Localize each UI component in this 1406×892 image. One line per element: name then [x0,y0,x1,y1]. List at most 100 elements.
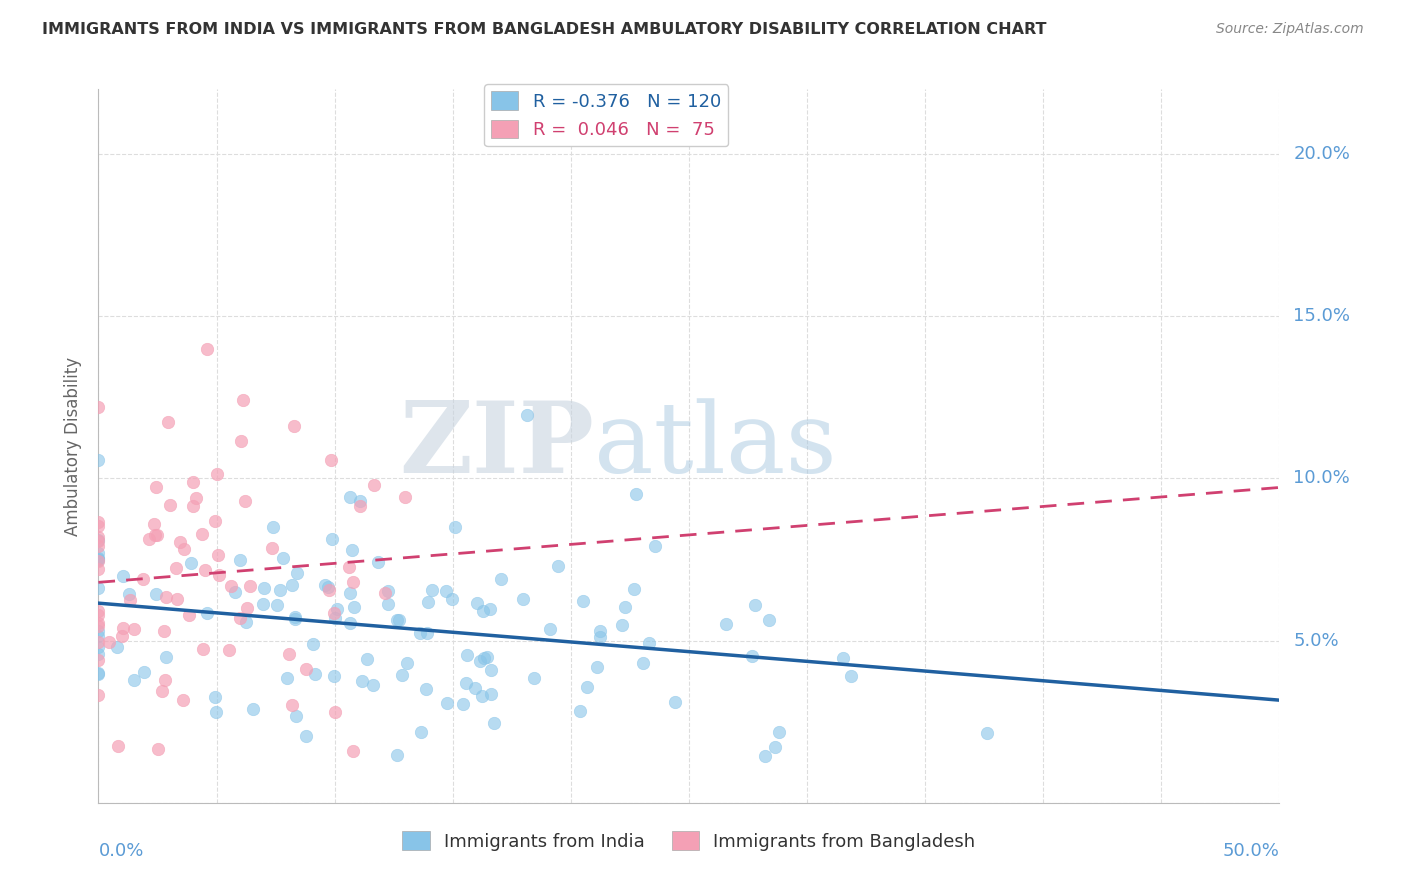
Point [143,527,166,541]
Point [87,539,110,553]
Point [111,629,134,643]
Point [572,594,595,608]
Point [631,656,654,670]
Point [284,609,307,624]
Point [221,579,243,593]
Point [434,584,457,599]
Point [166,592,188,607]
Point [284,612,307,626]
Point [122,673,145,688]
Point [204,690,226,705]
Point [744,598,766,612]
Point [478,602,501,616]
Point [87,604,110,618]
Point [235,615,257,630]
Point [87,519,110,533]
Point [976,726,998,740]
Point [157,415,180,429]
Point [323,606,346,620]
Legend: Immigrants from India, Immigrants from Bangladesh: Immigrants from India, Immigrants from B… [395,824,983,858]
Point [588,624,610,638]
Point [589,630,612,644]
Point [342,575,364,590]
Point [180,556,202,570]
Point [575,680,598,694]
Point [302,636,325,650]
Point [472,651,495,665]
Point [714,617,737,632]
Point [87,530,110,544]
Point [395,657,418,671]
Point [638,635,661,649]
Point [87,608,110,623]
Point [229,610,252,624]
Point [134,665,156,679]
Point [319,453,342,467]
Point [87,453,110,467]
Point [321,532,343,546]
Point [232,392,254,407]
Point [586,660,609,674]
Point [87,648,110,662]
Point [262,520,284,534]
Point [523,671,546,685]
Point [456,648,478,662]
Point [111,569,134,583]
Point [361,678,384,692]
Point [242,702,264,716]
Text: 5.0%: 5.0% [1294,632,1339,649]
Point [228,552,250,566]
Point [150,683,173,698]
Point [152,624,174,638]
Point [173,542,195,557]
Point [610,618,633,632]
Point [87,634,110,648]
Point [159,498,181,512]
Point [87,554,110,568]
Point [278,648,301,662]
Point [516,408,538,422]
Point [271,551,294,566]
Point [385,614,408,628]
Point [153,673,176,687]
Point [411,725,433,739]
Point [614,600,637,615]
Point [207,549,229,563]
Point [664,695,686,709]
Point [839,669,862,683]
Point [356,651,378,665]
Point [464,681,486,695]
Point [218,642,240,657]
Point [205,467,228,482]
Point [239,579,262,593]
Point [252,598,274,612]
Point [323,705,346,719]
Point [832,651,855,665]
Point [97,635,120,649]
Point [181,475,204,490]
Point [484,715,506,730]
Point [479,663,502,677]
Point [169,535,191,549]
Point [363,477,385,491]
Point [181,499,204,513]
Point [768,725,790,739]
Point [624,487,647,501]
Point [294,662,316,676]
Point [758,613,780,627]
Point [87,553,110,567]
Point [339,616,361,631]
Point [304,666,326,681]
Point [208,568,231,582]
Point [285,709,308,723]
Point [489,572,512,586]
Point [349,500,371,514]
Point [339,490,361,504]
Point [87,582,110,596]
Point [623,582,645,597]
Point [118,587,141,601]
Point [87,689,110,703]
Point [87,640,110,655]
Point [87,550,110,565]
Point [538,622,561,636]
